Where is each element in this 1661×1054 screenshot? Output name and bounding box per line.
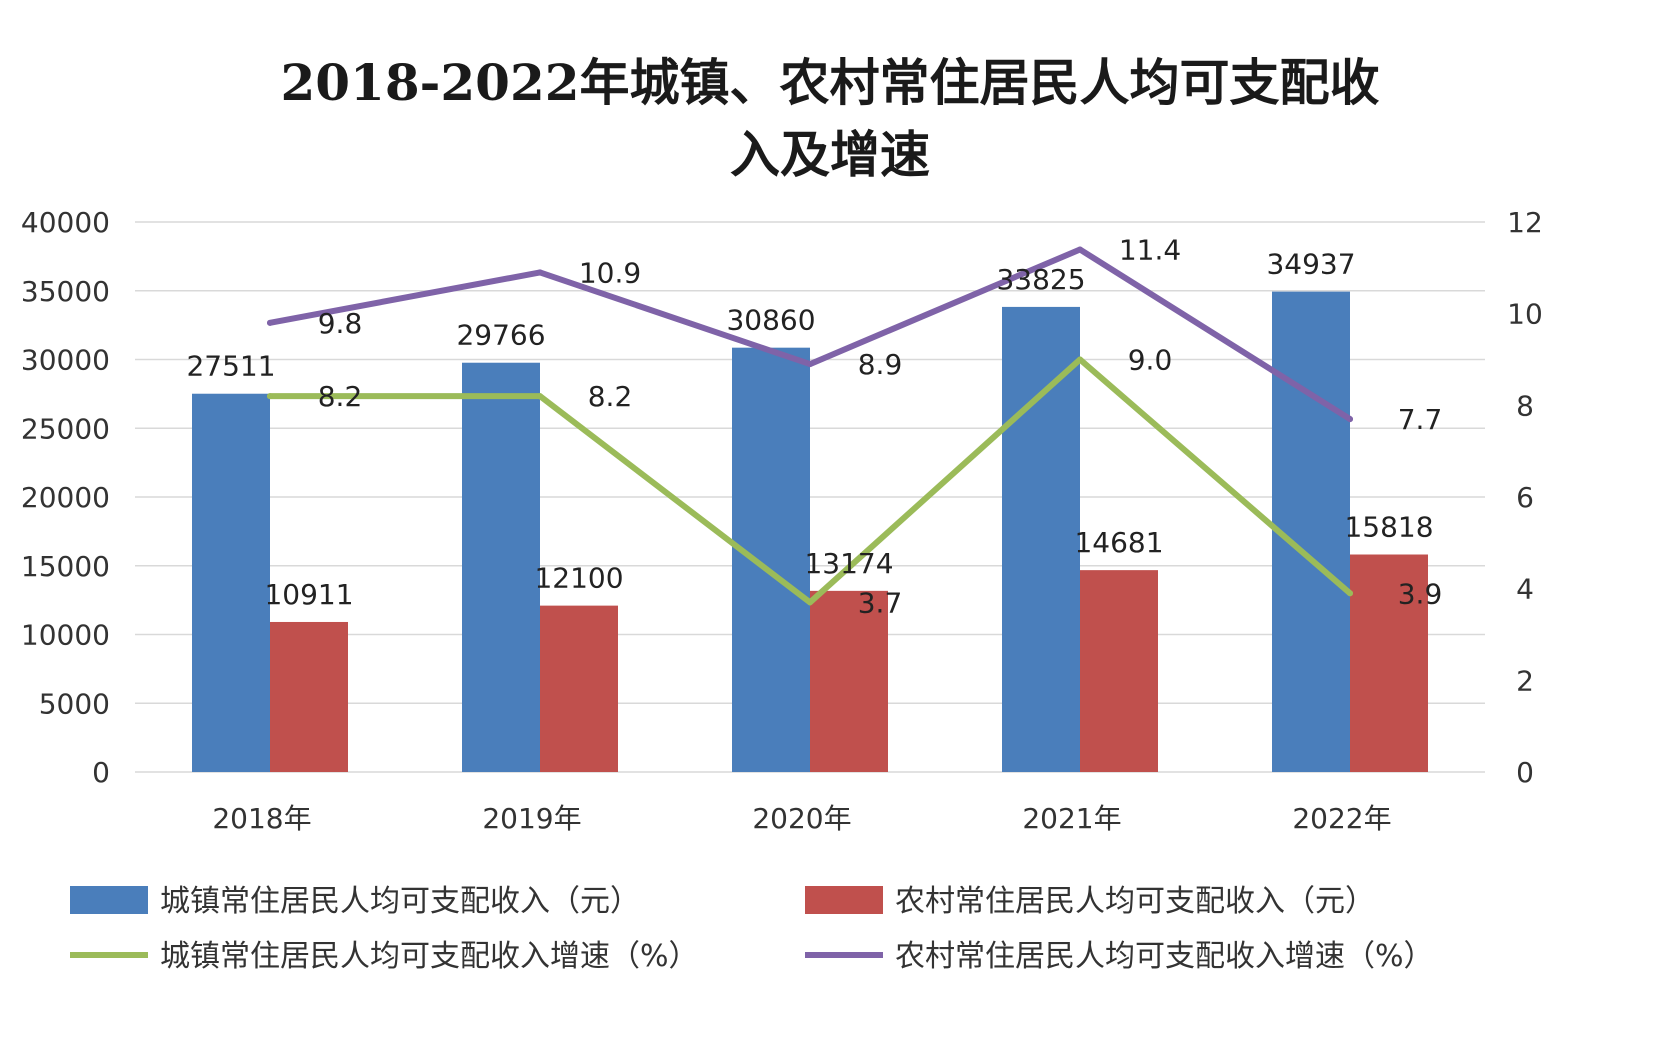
x-axis: 2018年 2019年 2020年 2021年 2022年 xyxy=(212,802,1391,835)
y-left-tick-label: 5000 xyxy=(39,687,110,720)
urban-income-bar xyxy=(732,347,810,772)
y-left-tick-label: 40000 xyxy=(21,206,110,239)
x-tick-label: 2022年 xyxy=(1292,802,1391,835)
rural-growth-label: 11.4 xyxy=(1119,234,1181,267)
chart-title-line1: 2018-2022年城镇、农村常住居民人均可支配收 xyxy=(280,53,1379,112)
x-tick-label: 2021年 xyxy=(1022,802,1121,835)
urban-income-label: 29766 xyxy=(456,319,545,352)
rural-income-bar xyxy=(270,621,348,772)
y-left-tick-label: 20000 xyxy=(21,481,110,514)
urban-income-label: 30860 xyxy=(726,304,815,337)
legend-entry-label: 农村常住居民人均可支配收入增速（%） xyxy=(895,939,1434,974)
rural-growth-point xyxy=(267,319,273,326)
legend-rural-income-swatch xyxy=(805,886,883,914)
rural-income-bar xyxy=(1350,554,1428,772)
y-left-tick-label: 0 xyxy=(92,756,110,789)
rural-growth-point xyxy=(1347,416,1353,423)
left-axis: 0 5000 10000 15000 20000 25000 30000 35000 40000 xyxy=(21,206,110,789)
y-left-tick-label: 15000 xyxy=(21,550,110,583)
y-right-tick-label: 6 xyxy=(1516,481,1534,514)
rural-growth-label: 7.7 xyxy=(1398,403,1443,436)
y-right-tick-label: 4 xyxy=(1516,573,1534,606)
rural-growth-label: 8.9 xyxy=(858,348,903,381)
rural-growth-point xyxy=(807,361,813,368)
urban-growth-label: 8.2 xyxy=(588,380,633,413)
urban-growth-label: 3.9 xyxy=(1398,577,1443,610)
y-left-tick-label: 25000 xyxy=(21,412,110,445)
rural-income-label: 15818 xyxy=(1344,511,1433,544)
urban-growth-label: 8.2 xyxy=(318,380,363,413)
urban-growth-label: 3.7 xyxy=(858,586,903,619)
urban-income-bar xyxy=(1272,291,1350,772)
urban-income-bar xyxy=(192,393,270,772)
urban-income-label: 27511 xyxy=(186,350,275,383)
rural-growth-label: 10.9 xyxy=(579,256,641,289)
bars xyxy=(192,291,1428,772)
rural-income-bar xyxy=(810,590,888,772)
y-left-tick-label: 30000 xyxy=(21,344,110,377)
urban-growth-label: 9.0 xyxy=(1128,344,1173,377)
urban-income-label: 33825 xyxy=(996,263,1085,296)
rural-growth-point xyxy=(1077,246,1083,253)
y-right-tick-label: 8 xyxy=(1516,389,1534,422)
y-right-tick-label: 2 xyxy=(1516,664,1534,697)
urban-growth-point xyxy=(1347,590,1353,597)
chart-title-line2: 入及增速 xyxy=(730,125,930,184)
urban-growth-point xyxy=(807,599,813,606)
urban-income-bar xyxy=(462,362,540,772)
urban-income-bar xyxy=(1002,306,1080,772)
legend-urban-income-swatch xyxy=(70,886,148,914)
legend-entry-label: 城镇常住居民人均可支配收入增速（%） xyxy=(160,939,699,974)
y-right-tick-label: 12 xyxy=(1507,206,1543,239)
urban-income-label: 34937 xyxy=(1266,248,1355,281)
rural-income-bar xyxy=(540,605,618,772)
lines xyxy=(267,246,1353,606)
y-left-tick-label: 35000 xyxy=(21,275,110,308)
x-tick-label: 2018年 xyxy=(212,802,311,835)
urban-growth-point xyxy=(267,393,273,400)
rural-growth-label: 9.8 xyxy=(318,307,363,340)
rural-income-label: 10911 xyxy=(264,578,353,611)
legend: 城镇常住居民人均可支配收入（元） 农村常住居民人均可支配收入（元） 城镇常住居民人均… xyxy=(70,884,1434,974)
legend-entry-label: 农村常住居民人均可支配收入（元） xyxy=(895,884,1375,919)
rural-income-label: 12100 xyxy=(534,562,623,595)
urban-growth-point xyxy=(1077,356,1083,363)
x-tick-label: 2020年 xyxy=(752,802,851,835)
right-axis: 0 2 4 6 8 10 12 xyxy=(1507,206,1543,789)
rural-income-label: 14681 xyxy=(1074,526,1163,559)
rural-income-bar xyxy=(1080,570,1158,772)
rural-income-label: 13174 xyxy=(804,547,893,580)
legend-entry-label: 城镇常住居民人均可支配收入（元） xyxy=(160,884,640,919)
y-right-tick-label: 10 xyxy=(1507,298,1543,331)
y-right-tick-label: 0 xyxy=(1516,756,1534,789)
urban-growth-point xyxy=(537,393,543,400)
x-tick-label: 2019年 xyxy=(482,802,581,835)
data-labels: 27511 29766 30860 33825 34937 10911 12100 13174… xyxy=(186,234,1442,620)
y-left-tick-label: 10000 xyxy=(21,619,110,652)
rural-growth-point xyxy=(537,269,543,276)
